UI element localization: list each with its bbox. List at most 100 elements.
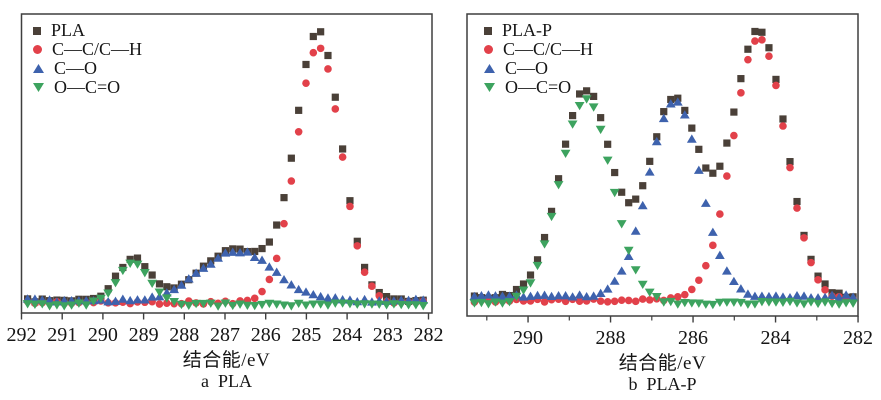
data-point <box>709 169 717 177</box>
data-point <box>631 297 640 306</box>
data-point <box>778 298 788 307</box>
series-a-3 <box>22 259 429 311</box>
legend-item-pla-p: PLA-P <box>484 21 593 40</box>
data-point <box>302 60 310 69</box>
data-point <box>95 294 106 304</box>
data-point <box>539 290 550 299</box>
data-point <box>540 233 549 242</box>
data-point <box>155 280 164 288</box>
data-point <box>346 202 354 211</box>
data-point <box>623 246 634 256</box>
data-point <box>814 276 822 284</box>
data-point <box>695 145 703 153</box>
data-point <box>117 294 128 303</box>
data-point <box>693 299 704 308</box>
data-point <box>147 279 158 289</box>
x-tick-label: 282 <box>843 327 873 349</box>
data-point <box>716 210 724 218</box>
data-point <box>375 291 384 300</box>
data-point <box>616 220 627 229</box>
data-point <box>242 247 253 256</box>
data-point <box>574 102 585 111</box>
legend-label: PLA <box>51 20 86 40</box>
data-point <box>651 136 662 146</box>
data-point <box>700 300 711 309</box>
data-point <box>793 204 801 212</box>
data-point <box>294 127 303 136</box>
x-tick-label: 287 <box>210 324 240 346</box>
data-point <box>183 274 194 283</box>
data-point <box>295 106 303 114</box>
x-tick-label: 285 <box>291 324 321 346</box>
data-point <box>37 300 48 309</box>
data-point <box>569 112 577 120</box>
legend-item-pla: PLA <box>33 21 142 40</box>
data-point <box>679 110 690 119</box>
data-point <box>511 292 522 302</box>
data-point <box>132 295 143 304</box>
data-point <box>834 300 844 309</box>
data-point <box>44 302 55 311</box>
x-tick-label: 289 <box>129 324 159 346</box>
data-point <box>330 293 341 302</box>
x-tick-label: 290 <box>513 327 543 349</box>
data-point <box>353 237 361 245</box>
data-point <box>588 103 599 112</box>
data-point <box>793 197 801 206</box>
data-point <box>646 157 654 165</box>
triangle-down-marker-icon <box>33 83 44 92</box>
legend-item-o-c-o: O—C=O <box>484 78 593 97</box>
data-point <box>504 298 515 307</box>
legend-panel-a: PLA C—C/C—H C—O O—C=O <box>33 21 142 97</box>
data-point <box>799 300 809 309</box>
data-point <box>183 301 194 310</box>
data-point <box>139 295 150 304</box>
x-tick-label: 284 <box>761 327 791 349</box>
data-point <box>418 295 429 304</box>
data-point <box>512 285 521 294</box>
data-point <box>553 290 564 300</box>
data-point <box>227 301 238 311</box>
data-point <box>280 194 288 202</box>
data-point <box>141 263 149 271</box>
x-tick-label: 286 <box>678 327 708 349</box>
data-point <box>813 299 823 309</box>
data-point <box>110 279 121 288</box>
square-marker-icon <box>484 26 492 35</box>
data-point <box>287 177 296 185</box>
data-point <box>381 301 392 310</box>
data-point <box>497 299 508 308</box>
data-point <box>730 108 738 116</box>
data-point <box>583 87 591 95</box>
data-point <box>191 299 202 309</box>
data-point <box>345 300 355 309</box>
data-point <box>250 294 259 303</box>
data-point <box>574 290 585 299</box>
data-point <box>730 131 738 140</box>
data-point <box>265 238 273 246</box>
data-point <box>309 32 317 41</box>
data-point <box>714 250 725 259</box>
legend-label: C—O <box>54 58 98 78</box>
data-point <box>702 164 710 172</box>
data-point <box>287 154 295 162</box>
data-point <box>686 299 697 308</box>
data-point <box>771 298 781 307</box>
data-point <box>154 288 165 297</box>
data-point <box>410 294 421 303</box>
data-point <box>639 182 647 190</box>
legend-item-cc-ch: C—C/C—H <box>33 40 142 59</box>
data-point <box>147 292 158 301</box>
data-point <box>546 291 557 301</box>
data-point <box>750 291 760 300</box>
data-point <box>575 297 584 306</box>
data-point <box>271 267 282 276</box>
data-point <box>821 286 829 294</box>
data-point <box>403 301 414 310</box>
data-point <box>104 285 112 293</box>
data-point <box>220 299 231 308</box>
data-point <box>653 133 661 141</box>
x-tick-label: 282 <box>414 324 444 346</box>
